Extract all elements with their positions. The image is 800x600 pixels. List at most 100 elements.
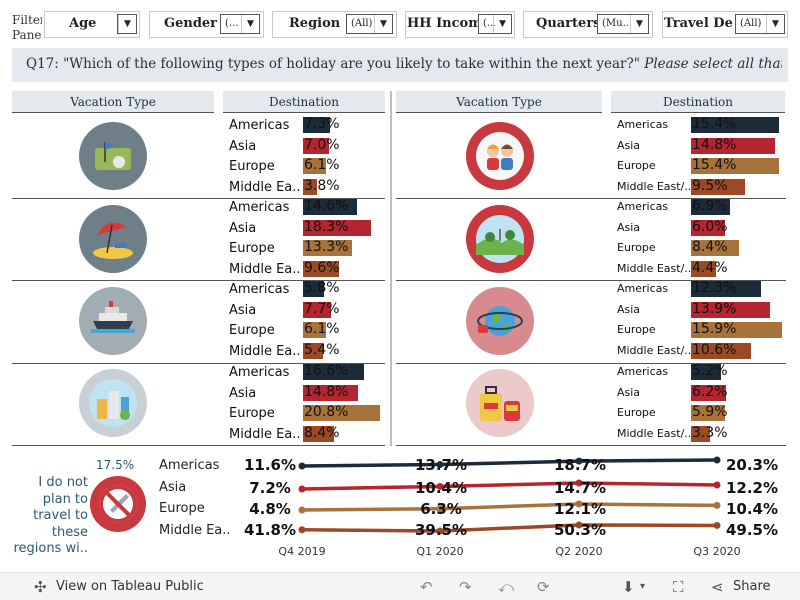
destination-bar (691, 281, 762, 297)
trend-point[interactable] (575, 521, 583, 529)
destination-bar (691, 178, 746, 195)
destination-row: Asia 7.0% (229, 137, 389, 157)
destination-bar (303, 322, 326, 338)
view-on-tableau-public-link[interactable]: View on Tableau Public (56, 579, 204, 594)
refresh-icon[interactable]: ⟳ (537, 578, 550, 596)
filter-value: (All) (740, 18, 762, 29)
not-travel-percentage: 17.5% (96, 458, 135, 472)
destination-label: Americas (229, 282, 290, 297)
destination-bar (691, 158, 779, 174)
destination-percentage: 14.6% (304, 198, 349, 214)
trend-data-label: 18.7% (554, 456, 606, 474)
trend-point[interactable] (575, 457, 583, 465)
filter-dropdown[interactable]: (All) ▼ (346, 14, 393, 34)
share-button[interactable]: Share (733, 579, 771, 594)
undo-icon[interactable]: ↶ (420, 578, 433, 596)
trend-data-label: 49.5% (726, 521, 778, 539)
question-text-line: Q17: "Which of the following types of ho… (26, 56, 782, 72)
destination-percentage: 8.4% (304, 424, 340, 441)
destination-header-left: Destination (223, 91, 385, 113)
destination-row: Asia 13.9% (617, 301, 787, 321)
filter-dropdown[interactable]: (Mu... ▼ (597, 14, 649, 34)
destination-label: Americas (617, 282, 669, 295)
filter-dropdown[interactable]: (... ▼ (478, 14, 512, 34)
destination-percentage: 6.1% (304, 321, 340, 337)
filter-region[interactable]: Region (All) ▼ (272, 11, 397, 38)
download-chevron-icon[interactable]: ▾ (640, 581, 646, 592)
destination-percentage: 13.9% (692, 300, 737, 317)
quarter-label: Q2 2020 (555, 545, 603, 558)
trend-point[interactable] (436, 505, 444, 513)
filter-label: Quarters (536, 16, 601, 31)
trend-point[interactable] (298, 485, 306, 493)
question-text: Q17: "Which of the following types of ho… (26, 56, 640, 72)
trend-point[interactable] (436, 461, 444, 469)
destination-bar (303, 260, 339, 277)
destination-percentage: 5.9% (692, 404, 728, 420)
destination-row: Americas 16.6% (229, 363, 389, 383)
filter-dropdown[interactable]: (All) ▼ (735, 14, 785, 34)
trend-point[interactable] (298, 526, 306, 534)
trend-data-label: 12.1% (554, 500, 606, 518)
filter-dropdown[interactable]: ▼ (117, 14, 137, 34)
filter-bar: Filter Panel Age ▼ Gender (... ▼ Region … (0, 0, 800, 44)
destination-row: Americas 15.4% (617, 116, 787, 136)
filter-dropdown[interactable]: (... ▼ (220, 14, 260, 34)
row-divider (396, 445, 786, 446)
destination-percentage: 6.0% (692, 218, 728, 235)
filter-gender[interactable]: Gender (... ▼ (149, 11, 264, 38)
destination-row: Europe 5.9% (617, 404, 787, 424)
trend-data-label: 13.7% (415, 456, 467, 474)
destination-percentage: 5.2% (692, 363, 728, 379)
filter-value: (... (483, 18, 495, 29)
download-icon[interactable]: ⬇ (622, 578, 635, 596)
revert-icon[interactable]: ⤺ (498, 578, 515, 596)
destination-percentage: 7.3% (304, 116, 340, 132)
destination-label: Asia (617, 220, 641, 234)
trend-point[interactable] (713, 521, 721, 529)
trend-point[interactable] (713, 481, 721, 489)
destination-row: Europe 20.8% (229, 404, 389, 424)
destination-percentage: 18.3% (304, 218, 349, 235)
destination-percentage: 15.4% (692, 157, 737, 173)
destination-row: Americas 5.8% (229, 280, 389, 300)
filter-hh-income[interactable]: HH Income (... ▼ (405, 11, 515, 38)
destination-bar (303, 178, 318, 195)
dropdown-arrow-icon: ▼ (493, 15, 511, 33)
filter-age[interactable]: Age ▼ (44, 11, 140, 38)
destination-bar (691, 425, 710, 442)
trend-point[interactable] (298, 462, 306, 470)
destination-bar (691, 342, 752, 359)
destination-row: Americas 7.3% (229, 116, 389, 136)
trend-point[interactable] (436, 527, 444, 535)
filter-label: Region (289, 16, 341, 31)
row-divider (396, 198, 786, 199)
trend-point[interactable] (436, 482, 444, 490)
share-icon[interactable]: ⋖ (711, 578, 724, 596)
trend-point[interactable] (713, 501, 721, 509)
trend-line-1 (301, 481, 718, 491)
trend-data-label: 10.4% (415, 479, 467, 497)
row-divider (12, 363, 385, 364)
destination-row: Europe 13.3% (229, 239, 389, 259)
destination-row: Middle East/.. 3.3% (617, 425, 787, 445)
redo-icon[interactable]: ↷ (459, 578, 472, 596)
destination-percentage: 16.6% (304, 363, 349, 379)
destination-row: Americas 6.9% (617, 198, 787, 218)
destination-bar (303, 425, 335, 442)
destination-label: Middle Ea.. (229, 426, 301, 442)
trend-data-label: 6.3% (420, 500, 462, 518)
region-label-europe: Europe (159, 501, 205, 516)
family-icon (466, 122, 534, 190)
trend-point[interactable] (575, 479, 583, 487)
trend-area: 17.5% I do not plan to travel to these r… (0, 452, 800, 570)
trend-point[interactable] (575, 500, 583, 508)
fullscreen-icon[interactable]: ⛶ (673, 578, 684, 596)
trend-data-label: 10.4% (726, 500, 778, 518)
destination-row: Middle Ea.. 8.4% (229, 425, 389, 445)
destination-bar (691, 301, 771, 318)
filter-quarters[interactable]: Quarters (Mu... ▼ (523, 11, 653, 38)
filter-travel-destination[interactable]: Travel De... (All) ▼ (662, 11, 788, 38)
trend-point[interactable] (298, 506, 306, 514)
trend-point[interactable] (713, 456, 721, 464)
